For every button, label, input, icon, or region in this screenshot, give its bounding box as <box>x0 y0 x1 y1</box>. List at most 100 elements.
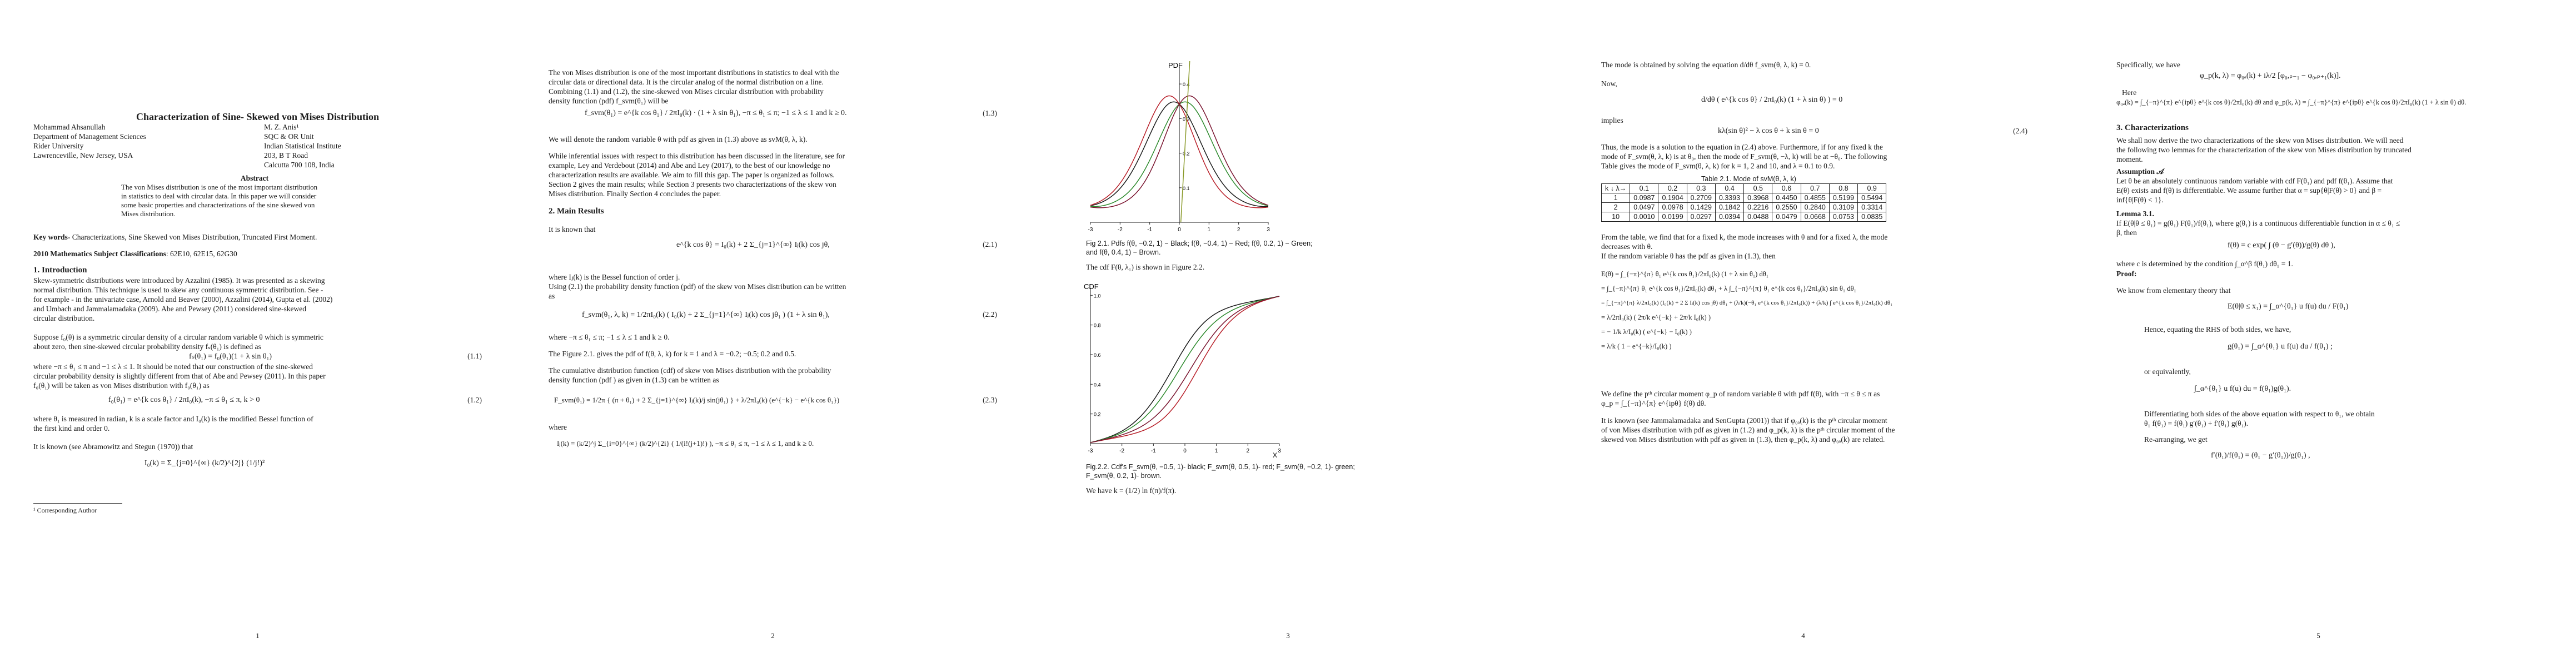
x-tick-label: 2 <box>1237 227 1240 233</box>
text-line: Combining (1.1) and (1.2), the sine-skew… <box>549 87 824 96</box>
cdf-curve-red <box>1090 296 1280 443</box>
section-heading: 3. Characterizations <box>2116 123 2189 132</box>
table-cell: 0.4855 <box>1800 193 1830 203</box>
table-cell: 0.1842 <box>1715 202 1745 212</box>
table-cell: 0.0394 <box>1715 212 1745 222</box>
from-para: From the table, we find that for a fixed… <box>1601 232 2027 261</box>
equation-phi: φ_p(k, λ) = φ₀ₐ(k) + iλ/2 [φ₀,ₚ₋₁ − φ₀,ₚ… <box>2200 72 2341 80</box>
abstract-line: Mises distribution. <box>121 210 176 218</box>
where-line: where <box>549 423 567 431</box>
x-tick-label: -1 <box>1147 227 1152 233</box>
where-paragraph: where −π ≤ θ₁ ≤ π and −1 ≤ λ ≤ 1. It sho… <box>33 362 482 390</box>
text-line: about zero, then sine-skewed circular pr… <box>33 342 261 351</box>
table-cell: 0.0010 <box>1630 212 1659 222</box>
cdf-curve-green <box>1090 296 1280 443</box>
table-cell: 0.0488 <box>1743 212 1773 222</box>
equation-number: (1.3) <box>983 109 997 117</box>
equation-1-2: f₀(θ₁) = e^{k cos θ₁} / 2πI₀(k), −π ≤ θ₁… <box>108 396 260 404</box>
caption-line: Fig.2.2. Cdf's F_svm(θ, −0.5, 1)- black;… <box>1086 463 1355 471</box>
thus-para: Thus, the mode is a solution to the equa… <box>1601 142 2027 171</box>
x-tick-label: 3 <box>1267 227 1270 233</box>
text-line: φ_p = ∫_{−π}^{π} e^{ipθ} f(θ) dθ. <box>1601 399 1706 407</box>
text-line: the first kind and order 0. <box>33 424 110 432</box>
caption-line: Fig 2.1. Pdfs f(θ, −0.2, 1) − Black; f(θ… <box>1086 240 1313 247</box>
msc: 2010 Mathematics Subject Classifications… <box>33 249 237 258</box>
using-para: Using (2.1) the probability density func… <box>549 282 997 301</box>
known-line: It is known (see Abramowitz and Stegun (… <box>33 442 193 451</box>
table-cell: 0.2709 <box>1686 193 1716 203</box>
cdf-intro: The cdf F(θ, λ₁) is shown in Figure 2.2. <box>1086 263 1205 271</box>
text-line: circular data or directional data. It is… <box>549 78 824 86</box>
x-tick-label: -1 <box>1151 448 1156 454</box>
author-affil: 203, B T Road <box>264 151 308 160</box>
table-header: 0.6 <box>1772 183 1801 193</box>
figure-text: The Figure 2.1. gives the pdf of f(θ, λ,… <box>549 350 796 358</box>
cdf-xlabel: X <box>1273 451 1277 459</box>
table-header: 0.8 <box>1828 183 1858 193</box>
rearr-line: Re-arranging, we get <box>2144 435 2208 444</box>
text-line: inf{θ|F(θ) < 1}. <box>2116 196 2164 204</box>
text-line: mode of F_svm(θ, λ, k) is at θ₀, then th… <box>1601 152 1887 161</box>
table-row: 10 0.0010 0.0199 0.0297 0.0394 0.0488 0.… <box>1601 212 1887 222</box>
table-cell: 0.2216 <box>1743 202 1773 212</box>
suppose-paragraph: Suppose f₀(θ) is a symmetric circular de… <box>33 332 482 351</box>
known-line: It is known that <box>549 225 596 233</box>
equation-2-4: kλ(sin θ)² − λ cos θ + k sin θ = 0 <box>1718 127 1819 135</box>
text-line: for example - in the univariate case, Ar… <box>33 295 333 303</box>
table-header: 0.2 <box>1658 183 1687 193</box>
pdf-chart: -3 -2 -1 0 1 2 30.10.20.30.4 PDF <box>1088 61 1270 233</box>
table-header: 0.5 <box>1743 183 1773 193</box>
intro-para: The von Mises distribution is one of the… <box>549 68 997 106</box>
text-line: It is known (see Jammalamadaka and SenGu… <box>1601 416 1887 425</box>
where-line: where −π ≤ θ₁ ≤ π; −1 ≤ λ ≤ 1 and k ≥ 0. <box>549 333 670 341</box>
text-line: skewed von Mises distribution with pdf a… <box>1601 435 1885 444</box>
have-line: We have k = (1/2) ln f(π)/f(π). <box>1086 486 1177 495</box>
text-line: of von Mises distribution with pdf as gi… <box>1601 426 1895 434</box>
equation-1-1: fₛ(θ₁) = f₀(θ₁)(1 + λ sin θ₁) <box>189 352 272 361</box>
y-tick-label: 0.4 <box>1094 382 1101 387</box>
text-line: density function (pdf) f_svm(θ₁) will be <box>549 97 669 105</box>
abstract: Abstract The von Mises distribution is o… <box>121 173 388 218</box>
equiv-line: or equivalently, <box>2144 367 2191 376</box>
mode-table: k ↓ λ→ 0.1 0.2 0.3 0.4 0.5 0.6 0.7 0.8 0… <box>1601 183 1887 222</box>
equation-line: = ∫_{−π}^{π} θ₁ e^{k cos θ₁}/2πI₀(k) dθ₁… <box>1601 285 1856 292</box>
author-affil: Calcutta 700 108, India <box>264 161 335 169</box>
table-cell: 0.3109 <box>1828 202 1858 212</box>
author-right: M. Z. Anis¹ SQC & OR Unit Indian Statist… <box>264 122 341 170</box>
x-tick-label: 0 <box>1178 227 1181 233</box>
table-header: 0.3 <box>1686 183 1716 193</box>
here-line: Here <box>2122 88 2137 97</box>
table-cell: 0.5199 <box>1828 193 1858 203</box>
text-line: Thus, the mode is a solution to the equa… <box>1601 143 1883 151</box>
y-tick-label: 0.6 <box>1094 352 1101 358</box>
y-tick-label: 0.8 <box>1094 323 1101 328</box>
diff-para: Differentiating both sides of the above … <box>2144 409 2543 428</box>
equation-number: (1.1) <box>467 352 482 360</box>
equation-number: (2.1) <box>983 240 997 248</box>
pdf-steep-line <box>1180 61 1190 223</box>
table-header-row: k ↓ λ→ 0.1 0.2 0.3 0.4 0.5 0.6 0.7 0.8 0… <box>1601 183 1887 193</box>
x-tick-label: 3 <box>1278 448 1281 454</box>
text-line: If E(θ|θ ≤ θ₁) = g(θ₁) F(θ₁)/f(θ₁), wher… <box>2116 219 2400 227</box>
table-cell: 0.0199 <box>1658 212 1687 222</box>
bessel-line: where Iⱼ(k) is the Bessel function of or… <box>549 273 680 281</box>
page-number: 2 <box>771 631 775 640</box>
equation-f: f(θ) = c exp( ∫ (θ − g′(θ))/g(θ) dθ ), <box>2228 241 2335 250</box>
page-1: Characterization of Sine- Skewed von Mis… <box>0 0 515 667</box>
text-line: normal distribution. This technique is u… <box>33 286 323 294</box>
author-affil: Indian Statistical Institute <box>264 142 341 150</box>
text-line: The cumulative distribution function (cd… <box>549 366 831 375</box>
author-affil: Lawrenceville, New Jersey, USA <box>33 151 133 160</box>
text-line: characterization results are available. … <box>549 171 835 179</box>
caption-line: and f(θ, 0.4, 1) − Brown. <box>1086 248 1161 256</box>
moment-para: We define the pᵗʰ circular moment φ_p of… <box>1601 389 2027 408</box>
y-tick-label: 1.0 <box>1094 293 1101 298</box>
table-cell: 0.3393 <box>1715 193 1745 203</box>
table-cell: 0.1429 <box>1686 202 1716 212</box>
cdf-para: The cumulative distribution function (cd… <box>549 366 997 385</box>
table-cell: 0.0497 <box>1630 202 1659 212</box>
caption-line: F_svm(θ, 0.2, 1)- brown. <box>1086 472 1162 480</box>
figure-caption: Fig.2.2. Cdf's F_svm(θ, −0.5, 1)- black;… <box>1086 462 1397 480</box>
author-left: Mohammad Ahsanullah Department of Manage… <box>33 122 146 160</box>
x-tick-label: -3 <box>1088 227 1093 233</box>
